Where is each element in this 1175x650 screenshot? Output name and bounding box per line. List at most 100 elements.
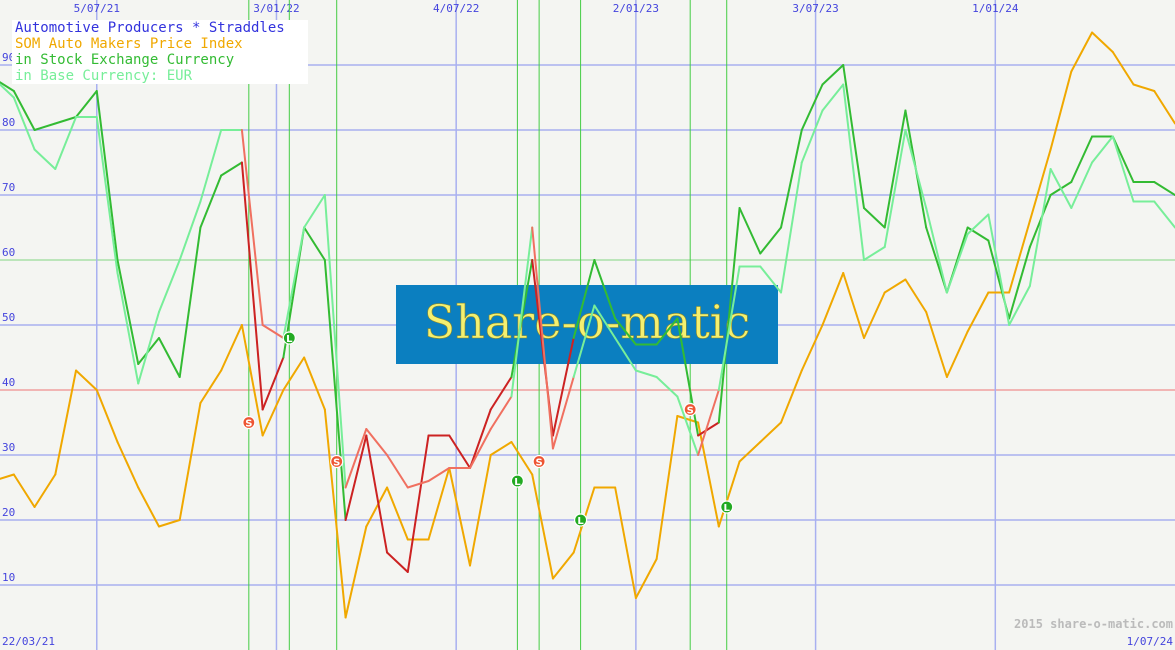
y-tick-label: 20 — [2, 506, 15, 519]
stock-currency-line-segment — [800, 83, 824, 131]
base-currency-line-segment — [365, 428, 389, 456]
long-signal-marker — [720, 500, 734, 514]
watermark-text: Share-o-matic — [424, 295, 751, 349]
stock-currency-line-segment — [697, 421, 720, 437]
index-line-segment — [220, 324, 243, 372]
x-tick-label: 2/01/23 — [613, 2, 659, 15]
stock-currency-line-segment — [406, 434, 430, 573]
index-line-segment — [1049, 70, 1073, 151]
y-tick-label: 40 — [2, 376, 15, 389]
index-line-segment — [386, 486, 409, 541]
copyright: 2015 share-o-matic.com — [1014, 617, 1173, 631]
base-currency-line-segment — [137, 311, 160, 385]
index-line-segment — [33, 473, 57, 508]
x-tick-label: 1/01/24 — [972, 2, 1019, 15]
base-currency-line-segment — [1049, 168, 1073, 209]
index-line-segment — [800, 324, 824, 372]
signal-marker-label: S — [333, 458, 340, 469]
index-line-segment — [469, 454, 492, 567]
index-line-segment — [655, 415, 679, 560]
y-tick-label: 10 — [2, 571, 15, 584]
stock-currency-line-segment — [365, 434, 389, 554]
base-currency-line-segment — [157, 259, 181, 313]
index-line-segment — [780, 369, 803, 424]
base-currency-line-segment — [323, 194, 347, 489]
y-tick-label: 90 — [2, 51, 15, 64]
signal-marker-label: S — [536, 458, 543, 469]
stock-currency-line-segment — [966, 226, 990, 242]
index-line-segment — [821, 272, 845, 326]
stock-currency-line-segment — [95, 90, 119, 261]
index-line-segment — [717, 460, 741, 528]
stock-currency-line-segment — [12, 90, 36, 131]
watermark-box — [396, 285, 778, 364]
stock-currency-line-segment — [759, 226, 783, 255]
stock-currency-line-segment — [1028, 194, 1052, 248]
long-signal-marker — [510, 474, 524, 488]
index-line-segment — [116, 441, 140, 489]
stock-currency-line-segment — [780, 129, 803, 229]
y-tick-label: 70 — [2, 181, 15, 194]
base-currency-line-segment — [593, 304, 617, 339]
stock-currency-line-segment — [303, 226, 326, 261]
long-signal-marker — [573, 513, 588, 527]
base-currency-line-segment — [1008, 285, 1031, 326]
stock-currency-line-segment — [448, 434, 471, 469]
stock-currency-line-segment — [386, 551, 409, 573]
index-line-segment — [531, 473, 554, 580]
index-line-segment — [178, 402, 202, 521]
legend-title: Automotive Producers * Straddles — [15, 20, 285, 36]
y-tick-label: 30 — [2, 441, 15, 454]
base-currency-line-segment — [862, 246, 886, 261]
base-currency-line-segment — [717, 265, 741, 391]
index-line-segment — [1008, 220, 1031, 294]
stock-currency-line-segment — [614, 317, 637, 346]
signal-marker-label: S — [687, 406, 694, 417]
index-line-segment — [137, 486, 160, 528]
legend-item-base-currency: in Base Currency: EUR — [15, 68, 193, 84]
stock-currency-line-segment — [821, 64, 845, 86]
stock-currency-line-segment — [33, 122, 57, 131]
stock-currency-line-segment — [0, 81, 15, 92]
stock-currency-line-segment — [220, 161, 243, 177]
base-currency-line-segment — [1028, 168, 1052, 287]
stock-currency-line-segment — [116, 259, 140, 365]
signal-marker-label: L — [724, 503, 731, 514]
y-tick-label: 60 — [2, 246, 15, 259]
stock-currency-line-segment — [883, 109, 907, 229]
base-currency-line-segment — [697, 389, 720, 456]
index-line-segment — [303, 356, 326, 411]
short-signal-marker — [242, 415, 256, 430]
legend-item-stock-currency: in Stock Exchange Currency — [15, 52, 235, 68]
index-line-segment — [365, 486, 389, 528]
stock-currency-line-segment — [717, 207, 741, 424]
index-line-segment — [634, 558, 658, 599]
base-currency-line-segment — [987, 213, 1011, 326]
stock-currency-line-segment — [1153, 181, 1175, 196]
base-currency-line-segment — [759, 265, 783, 294]
stock-currency-line-segment — [676, 317, 700, 437]
base-currency-line-segment — [904, 129, 928, 209]
stock-currency-line-segment — [572, 259, 596, 339]
base-currency-line-segment — [531, 226, 554, 450]
start-date-label: 22/03/21 — [2, 635, 55, 648]
base-currency-line-segment — [344, 428, 368, 489]
base-currency-line-segment — [12, 96, 36, 151]
index-line-segment — [1070, 31, 1094, 73]
index-line-segment — [1091, 31, 1114, 53]
base-currency-line-segment — [33, 148, 57, 170]
index-line-segment — [614, 486, 637, 599]
stock-currency-line-segment — [75, 90, 98, 118]
base-currency-line-segment — [0, 83, 15, 99]
x-tick-label: 4/07/22 — [433, 2, 479, 15]
stock-currency-line-segment — [738, 207, 762, 255]
stock-currency-line-segment — [157, 337, 181, 378]
index-line-segment — [904, 278, 928, 313]
legend-item-index: SOM Auto Makers Price Index — [15, 36, 243, 52]
base-currency-line-segment — [780, 161, 803, 294]
index-line-segment — [925, 311, 948, 378]
base-currency-line-segment — [945, 233, 969, 294]
base-currency-line-segment — [95, 116, 119, 274]
stock-currency-line-segment — [1070, 135, 1094, 183]
stock-currency-line-segment — [54, 116, 78, 125]
